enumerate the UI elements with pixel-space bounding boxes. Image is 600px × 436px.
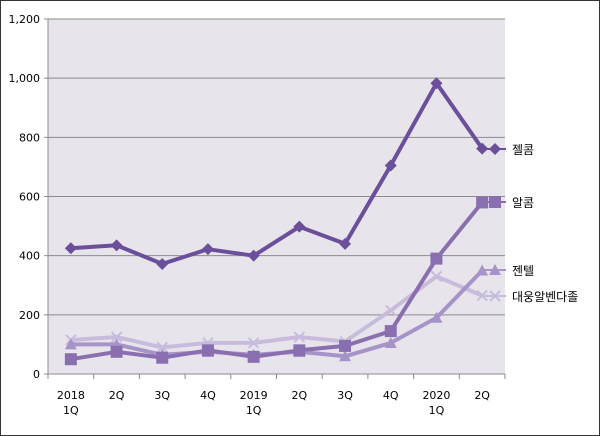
x-tick-label: 4Q: [383, 389, 399, 402]
x-tick-label: 1Q: [429, 404, 445, 417]
data-point: [385, 304, 397, 317]
data-point: [110, 239, 123, 252]
series-diamond: [64, 77, 489, 270]
series-group: [64, 77, 489, 366]
series-square: [64, 196, 489, 366]
marker-stroke: [110, 331, 123, 343]
legend-marker: [489, 143, 501, 155]
data-point: [430, 270, 443, 283]
data-point: [156, 341, 168, 354]
data-point: [339, 237, 352, 250]
x-tick-label: 4Q: [200, 389, 216, 402]
data-point: [384, 325, 397, 338]
marker-stroke: [293, 331, 306, 343]
x-tick-label: 2Q: [474, 389, 490, 402]
x-tick-label: 2019: [240, 389, 268, 402]
data-point: [476, 196, 489, 209]
data-point: [293, 331, 306, 343]
marker-stroke: [156, 341, 168, 354]
legend-label: 젤콤: [512, 143, 534, 157]
legend-marker: [489, 196, 501, 208]
data-point: [201, 344, 214, 357]
series-line: [70, 201, 484, 362]
legend-item: 젠텔: [484, 264, 534, 278]
data-point: [64, 353, 77, 366]
data-point: [64, 242, 77, 255]
marker-stroke: [489, 290, 501, 302]
y-tick-label: 1,000: [9, 72, 41, 85]
x-tick-label: 1Q: [63, 404, 79, 417]
x-tick-label: 1Q: [246, 404, 262, 417]
data-point: [339, 339, 352, 352]
x-tick-label: 2Q: [109, 389, 125, 402]
data-point: [293, 220, 306, 233]
y-tick-label: 400: [19, 250, 40, 263]
data-point: [247, 350, 260, 363]
legend-label: 알콤: [512, 196, 534, 210]
y-tick-label: 0: [33, 368, 40, 381]
data-point: [110, 331, 123, 343]
legend-item: 젤콤: [484, 143, 534, 157]
data-point: [384, 336, 397, 348]
x-tick-label: 2Q: [292, 389, 308, 402]
marker-stroke: [430, 270, 443, 283]
data-point: [201, 243, 214, 256]
marker-stroke: [247, 337, 260, 349]
data-point: [110, 345, 123, 358]
legend-item: 대웅알벤다졸: [484, 290, 578, 304]
legend-marker: [489, 264, 501, 275]
data-point: [339, 350, 352, 362]
data-point: [430, 311, 443, 323]
data-point: [64, 338, 77, 350]
legend-marker: [489, 290, 501, 302]
data-point: [430, 252, 443, 265]
data-point: [156, 257, 169, 270]
x-tick-label: 2020: [422, 389, 450, 402]
data-point: [476, 142, 489, 155]
data-point: [476, 289, 488, 302]
data-point: [247, 249, 260, 262]
data-point: [247, 337, 260, 349]
y-axis: 0 200 400 600 800 1,000 1,200: [9, 13, 49, 381]
x-tick-label: 2018: [57, 389, 85, 402]
y-tick-label: 200: [19, 309, 40, 322]
series-line: [70, 81, 484, 266]
data-point: [156, 351, 169, 364]
y-tick-label: 600: [19, 191, 40, 204]
data-point: [476, 264, 489, 276]
legend-item: 알콤: [484, 196, 534, 210]
legend-label: 대웅알벤다졸: [512, 290, 578, 304]
marker-stroke: [476, 289, 488, 302]
x-tick-label: 3Q: [337, 389, 353, 402]
x-axis: 2018 1Q 2Q 3Q 4Q 2019 1Q 2Q 3Q 4Q 2020 1Q 2Q: [47, 373, 506, 417]
data-point: [293, 344, 306, 357]
data-point: [384, 159, 397, 172]
marker-stroke: [385, 304, 397, 317]
x-tick-label: 3Q: [154, 389, 170, 402]
y-tick-label: 800: [19, 131, 40, 144]
gridlines: [48, 18, 505, 375]
data-point: [430, 77, 443, 90]
y-tick-label: 1,200: [9, 13, 41, 26]
legend-label: 젠텔: [512, 264, 534, 278]
